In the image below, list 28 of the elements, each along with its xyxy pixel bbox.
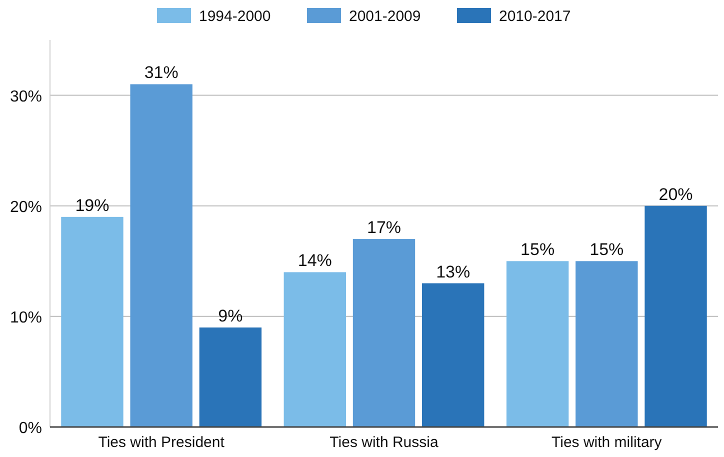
- y-tick-label: 30%: [10, 88, 42, 106]
- legend-label: 2010-2017: [499, 8, 571, 25]
- data-label: 9%: [218, 306, 243, 326]
- bar: [352, 239, 416, 427]
- data-label: 15%: [520, 240, 555, 260]
- y-tick-label: 10%: [10, 309, 42, 326]
- data-label: 17%: [366, 218, 402, 238]
- data-label: 31%: [144, 63, 178, 82]
- bar: [284, 272, 346, 427]
- bar: [644, 206, 707, 427]
- x-tick-label: Ties with military: [552, 434, 662, 451]
- bar: [576, 261, 638, 427]
- data-label: 19%: [75, 196, 110, 215]
- data-label: 15%: [590, 240, 624, 260]
- data-label: 14%: [298, 251, 332, 270]
- bar: [506, 261, 569, 427]
- data-label: 13%: [436, 262, 470, 282]
- data-label: 20%: [658, 184, 693, 204]
- x-tick-label: Ties with Russia: [330, 434, 439, 451]
- legend-label: 1994-2000: [199, 8, 271, 25]
- y-tick-label: 0%: [18, 420, 42, 437]
- x-tick-label: Ties with President: [98, 434, 226, 451]
- bar: [422, 283, 484, 427]
- bar: [130, 84, 192, 427]
- bar: [61, 216, 124, 427]
- bar: [199, 327, 262, 427]
- y-tick-label: 20%: [10, 198, 42, 216]
- legend-label: 2001-2009: [349, 8, 421, 25]
